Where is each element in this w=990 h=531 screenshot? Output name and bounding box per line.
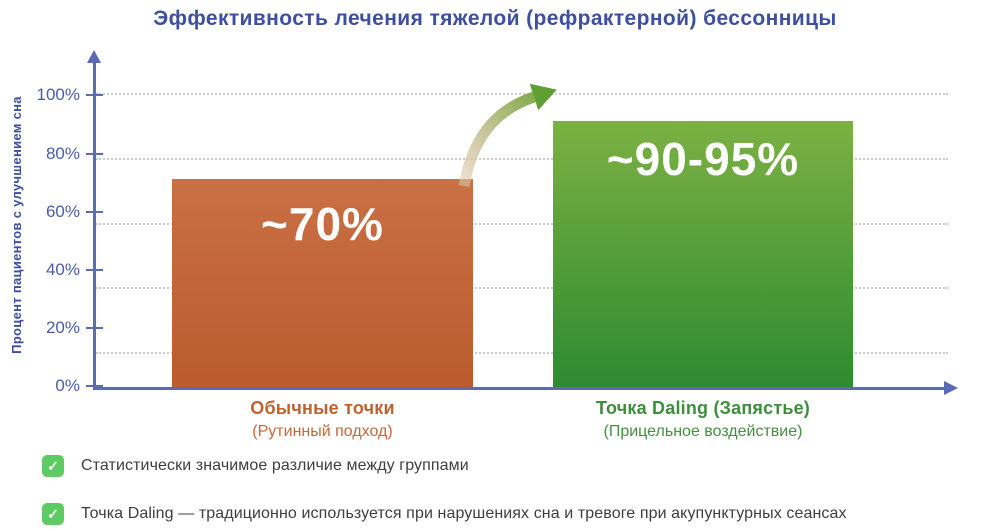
checkmark-icon: ✓ [42, 455, 64, 477]
footnote-row: ✓ Статистически значимое различие между … [42, 455, 469, 477]
y-axis-line [93, 62, 96, 389]
axis-arrow-right-icon [944, 381, 958, 395]
gridline [96, 223, 948, 225]
chart-title: Эффективность лечения тяжелой (рефрактер… [153, 7, 837, 30]
category-subtitle: (Прицельное воздействие) [603, 423, 803, 440]
y-tick [86, 327, 103, 329]
category-label-routine: Обычные точки (Рутинный подход) [172, 398, 473, 441]
y-tick [86, 269, 103, 271]
y-tick [86, 94, 103, 96]
gridline [96, 287, 948, 289]
category-title: Обычные точки [250, 398, 395, 418]
y-tick-label: 40% [45, 260, 80, 279]
bar-value-label: ~70% [261, 198, 384, 250]
axis-arrow-up-icon [87, 50, 101, 63]
gridline [96, 93, 948, 95]
y-tick [86, 211, 103, 213]
category-label-daling: Точка Daling (Запястье) (Прицельное возд… [553, 398, 853, 441]
footnote-text: Статистически значимое различие между гр… [81, 457, 469, 474]
y-tick-label: 100% [36, 85, 80, 104]
y-tick-label: 0% [55, 376, 80, 395]
y-tick-label: 20% [45, 318, 80, 337]
footnote-text: Точка Daling — традиционно используется … [81, 505, 847, 522]
gridline [96, 158, 948, 160]
y-tick [86, 153, 103, 155]
checkmark-icon: ✓ [42, 503, 64, 525]
category-title: Точка Daling (Запястье) [595, 398, 811, 418]
bar-daling-point: ~90-95% [553, 121, 853, 389]
gridline [96, 352, 948, 354]
improvement-arrow-icon [458, 83, 557, 187]
x-axis-line [93, 387, 946, 390]
bar-routine-points: ~70% [172, 179, 473, 389]
y-tick-label: 60% [45, 202, 80, 221]
y-axis-title: Процент пациентов с улучшением сна [9, 96, 24, 354]
bar-value-label: ~90-95% [606, 133, 800, 185]
footnote-row: ✓ Точка Daling — традиционно используетс… [42, 503, 847, 525]
y-tick-label: 80% [45, 144, 80, 163]
y-tick [86, 385, 103, 387]
category-subtitle: (Рутинный подход) [252, 423, 393, 440]
